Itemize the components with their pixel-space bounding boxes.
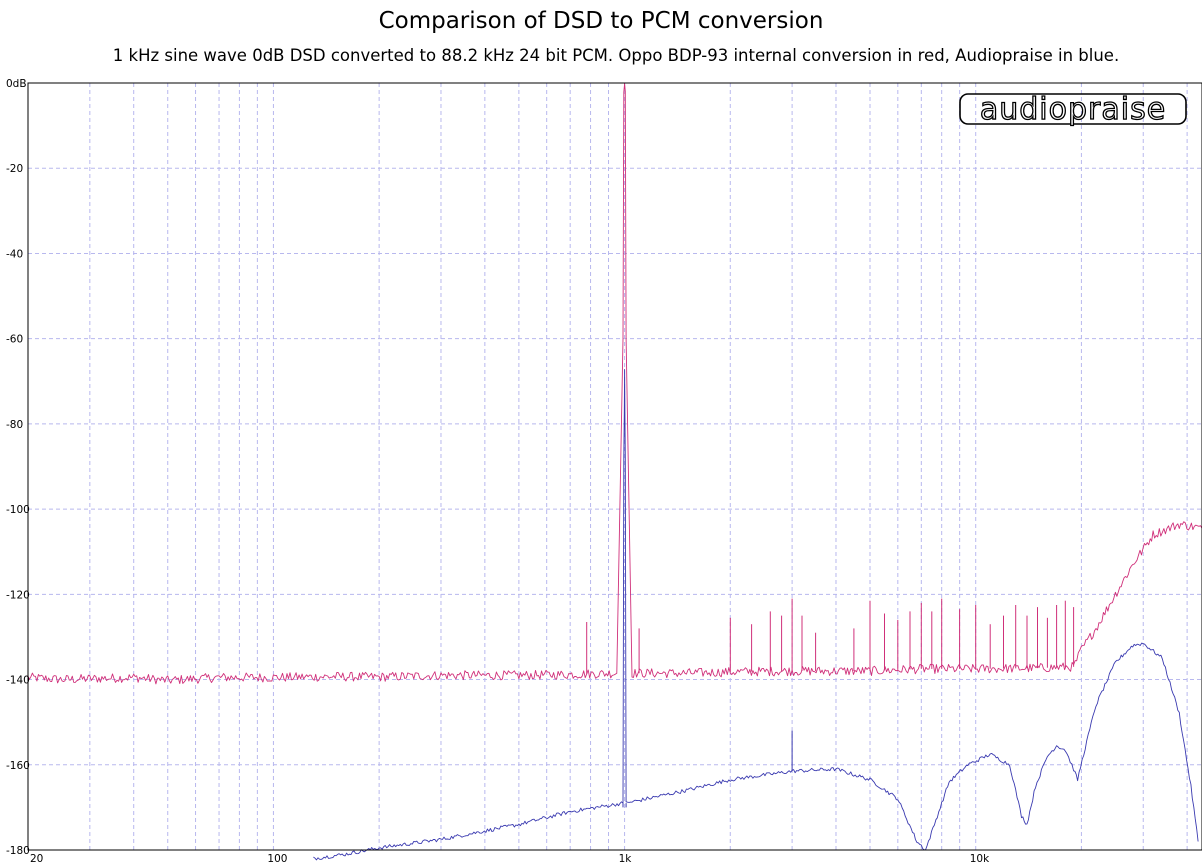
plot-frame (27, 82, 1202, 851)
y-tick-label: -120 (6, 589, 30, 601)
y-tick-label: -180 (6, 845, 30, 857)
y-tick-label: 0dB (6, 78, 27, 90)
y-tick-label: -60 (6, 334, 23, 346)
x-tick-label: 1k (619, 853, 633, 865)
logo-text: audiopraise (980, 92, 1166, 127)
series-line-1 (27, 83, 1202, 685)
y-tick-label: -80 (6, 419, 23, 431)
series-layer (27, 83, 1202, 861)
plot-background (28, 83, 1202, 850)
y-tick-label: -20 (6, 163, 23, 175)
x-tick-label: 20 (30, 853, 43, 865)
x-tick-label: 10k (970, 853, 990, 865)
y-tick-label: -160 (6, 760, 30, 772)
y-tick-label: -40 (6, 248, 23, 260)
series-line-2 (313, 369, 1199, 861)
x-tick-label: 100 (267, 853, 287, 865)
audiopraise-logo: audiopraise (959, 91, 1187, 128)
chart-title: Comparison of DSD to PCM conversion (378, 8, 824, 34)
y-tick-label: -100 (6, 504, 30, 516)
chart-subtitle: 1 kHz sine wave 0dB DSD converted to 88.… (112, 46, 1120, 65)
y-tick-label: -140 (6, 675, 30, 687)
